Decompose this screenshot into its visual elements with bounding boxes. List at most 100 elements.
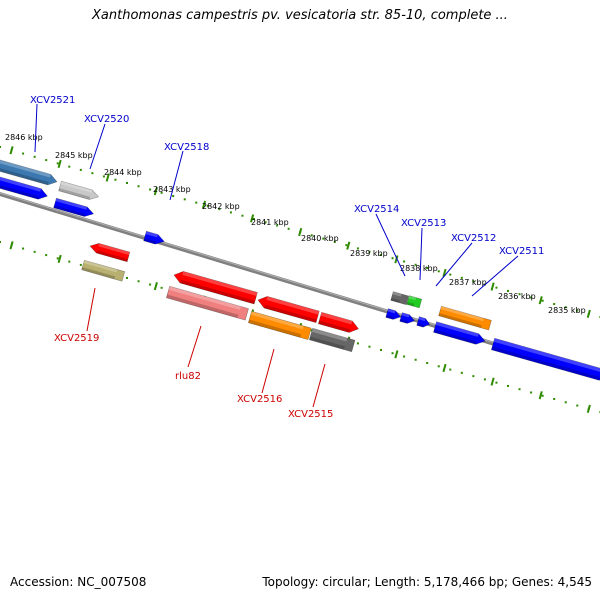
gene-label-top[interactable]: XCV2514 bbox=[354, 204, 399, 215]
gene-xcv2521[interactable] bbox=[0, 154, 58, 187]
tick-dot bbox=[264, 221, 267, 224]
tick-dot bbox=[79, 263, 82, 266]
gene-fwd-blue-2[interactable] bbox=[53, 197, 95, 219]
tick-mark bbox=[57, 159, 62, 169]
tick-dot bbox=[149, 283, 152, 286]
gene-xcv2511[interactable] bbox=[490, 337, 600, 382]
tick-dot bbox=[391, 257, 394, 260]
gene-xcv2515[interactable] bbox=[308, 327, 356, 353]
tick-mark bbox=[490, 377, 495, 386]
tick-mark bbox=[442, 363, 447, 373]
tick-dot bbox=[0, 241, 1, 243]
scale-label: 2846 kbp bbox=[5, 133, 43, 142]
gene-fwd-blue-6[interactable] bbox=[433, 321, 487, 347]
tick-dot bbox=[310, 234, 313, 237]
gene-fwd-blue-3[interactable] bbox=[385, 308, 402, 321]
tick-dot bbox=[102, 175, 105, 178]
tick-dot bbox=[380, 348, 383, 351]
tick-mark bbox=[586, 404, 591, 413]
gene-fwd-blue-1[interactable] bbox=[0, 171, 49, 202]
gene-rev-red-4[interactable] bbox=[317, 311, 360, 334]
tick-dot bbox=[22, 152, 25, 155]
scale-label: 2842 kbp bbox=[202, 202, 240, 211]
gene-label-top[interactable]: XCV2513 bbox=[401, 218, 446, 229]
scale-label: 2838 kbp bbox=[400, 264, 438, 273]
topology-text: Topology: circular; Length: 5,178,466 bp… bbox=[262, 575, 592, 589]
gene-fwd-blue-4[interactable] bbox=[399, 312, 416, 325]
callout-line bbox=[312, 363, 326, 408]
gene-label-top[interactable]: XCV2518 bbox=[164, 142, 209, 153]
scale-label: 2835 kbp bbox=[548, 306, 586, 315]
tick-dot bbox=[460, 276, 463, 279]
gene-xcv2518[interactable] bbox=[143, 230, 166, 246]
tick-dot bbox=[79, 168, 82, 171]
tick-dot bbox=[564, 401, 567, 404]
gene-label-top[interactable]: XCV2521 bbox=[30, 95, 75, 106]
gene-rev-red-2[interactable] bbox=[172, 269, 258, 305]
tick-dot bbox=[356, 342, 359, 345]
tick-mark bbox=[346, 241, 351, 250]
gene-label-bottom[interactable]: XCV2515 bbox=[288, 409, 333, 420]
tick-dot bbox=[68, 260, 71, 263]
gene-xcv2512[interactable] bbox=[438, 305, 492, 331]
gene-rev-red-1[interactable] bbox=[89, 241, 131, 263]
tick-dot bbox=[137, 185, 140, 188]
accession-text: Accession: NC_007508 bbox=[10, 575, 147, 589]
tick-dot bbox=[530, 391, 533, 394]
gene-xcv2519[interactable] bbox=[81, 259, 126, 282]
gene-label-top[interactable]: XCV2511 bbox=[499, 246, 544, 257]
callout-line bbox=[375, 213, 406, 277]
tick-dot bbox=[449, 368, 452, 371]
tick-dot bbox=[356, 247, 359, 250]
tick-mark bbox=[586, 309, 591, 318]
gene-label-top[interactable]: XCV2520 bbox=[84, 114, 129, 125]
gene-rlu82[interactable] bbox=[165, 285, 249, 321]
tick-dot bbox=[33, 155, 36, 158]
callout-line bbox=[187, 325, 202, 368]
callout-line bbox=[89, 123, 106, 170]
tick-dot bbox=[564, 306, 567, 309]
tick-dot bbox=[507, 384, 510, 387]
tick-dot bbox=[56, 162, 59, 165]
tick-dot bbox=[91, 172, 94, 175]
gene-xcv2514[interactable] bbox=[390, 291, 409, 306]
tick-dot bbox=[310, 329, 313, 332]
tick-mark bbox=[57, 254, 62, 264]
gene-xcv2520[interactable] bbox=[58, 180, 100, 202]
tick-dot bbox=[126, 276, 129, 279]
callout-line bbox=[169, 150, 184, 201]
tick-dot bbox=[507, 289, 510, 292]
map-title: Xanthomonas campestris pv. vesicatoria s… bbox=[92, 8, 508, 23]
gene-fwd-blue-5[interactable] bbox=[416, 316, 431, 329]
tick-dot bbox=[437, 365, 440, 368]
tick-dot bbox=[483, 378, 486, 381]
callout-line bbox=[435, 242, 473, 287]
tick-dot bbox=[253, 217, 256, 220]
scale-label: 2843 kbp bbox=[153, 185, 191, 194]
tick-dot bbox=[460, 371, 463, 374]
gene-label-bottom[interactable]: rlu82 bbox=[175, 371, 201, 382]
gene-xcv2513[interactable] bbox=[406, 295, 423, 309]
tick-dot bbox=[56, 257, 59, 260]
tick-mark bbox=[538, 296, 543, 305]
tick-dot bbox=[276, 224, 279, 227]
tick-dot bbox=[45, 254, 48, 257]
tick-dot bbox=[172, 195, 175, 198]
tick-dot bbox=[495, 381, 498, 384]
gene-label-bottom[interactable]: XCV2516 bbox=[237, 394, 282, 405]
tick-dot bbox=[160, 191, 163, 194]
tick-mark bbox=[394, 255, 399, 264]
top-tick-track bbox=[0, 146, 600, 319]
gene-label-bottom[interactable]: XCV2519 bbox=[54, 333, 99, 344]
callout-line bbox=[86, 287, 96, 332]
tick-dot bbox=[68, 165, 71, 168]
tick-dot bbox=[414, 358, 417, 361]
gene-xcv2516[interactable] bbox=[247, 310, 312, 341]
scale-label: 2839 kbp bbox=[350, 249, 388, 258]
gene-rev-red-3[interactable] bbox=[256, 294, 320, 324]
gene-label-top[interactable]: XCV2512 bbox=[451, 233, 496, 244]
scale-label: 2844 kbp bbox=[104, 168, 142, 177]
tick-dot bbox=[541, 299, 544, 302]
tick-mark bbox=[298, 227, 303, 237]
tick-dot bbox=[322, 237, 325, 240]
